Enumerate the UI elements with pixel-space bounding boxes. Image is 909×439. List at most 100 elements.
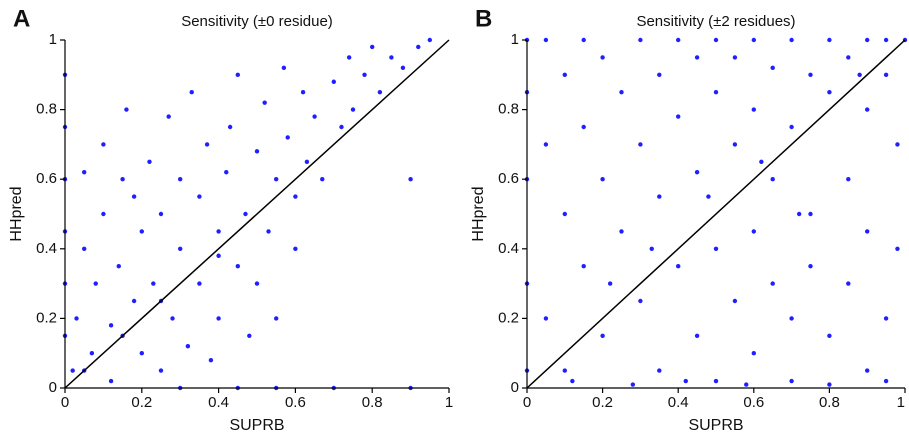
point bbox=[416, 44, 421, 50]
y-tick-label: 0.8 bbox=[36, 101, 57, 118]
point bbox=[93, 281, 98, 286]
point bbox=[808, 72, 813, 78]
point bbox=[562, 368, 567, 373]
point bbox=[247, 333, 252, 338]
point bbox=[178, 177, 183, 182]
point bbox=[789, 378, 794, 384]
x-tick-label: 1 bbox=[897, 394, 905, 411]
point bbox=[638, 142, 643, 147]
point bbox=[543, 316, 549, 321]
point bbox=[74, 316, 79, 321]
point bbox=[124, 107, 129, 112]
point bbox=[562, 211, 567, 217]
point bbox=[751, 229, 756, 234]
point bbox=[197, 194, 202, 199]
point bbox=[281, 65, 287, 71]
point bbox=[619, 229, 624, 234]
point bbox=[713, 90, 719, 95]
point bbox=[254, 281, 260, 286]
point bbox=[562, 72, 567, 78]
point bbox=[224, 170, 229, 175]
point bbox=[101, 211, 106, 217]
y-tick-label: 0.6 bbox=[36, 170, 57, 187]
point bbox=[883, 72, 889, 78]
point bbox=[158, 368, 164, 373]
point bbox=[865, 229, 870, 234]
x-tick-label: 0.6 bbox=[285, 394, 306, 411]
point bbox=[274, 316, 279, 321]
point bbox=[770, 177, 775, 182]
y-tick-label: 1 bbox=[511, 31, 519, 48]
point bbox=[70, 368, 75, 373]
point bbox=[362, 72, 367, 78]
point bbox=[346, 55, 352, 60]
point bbox=[178, 246, 183, 251]
point bbox=[300, 90, 306, 95]
point bbox=[581, 124, 586, 130]
point bbox=[638, 298, 643, 304]
point bbox=[683, 378, 688, 384]
y-tick-label: 1 bbox=[49, 31, 57, 48]
point bbox=[694, 55, 700, 60]
point bbox=[235, 264, 240, 269]
x-tick-label: 0.4 bbox=[208, 394, 229, 411]
point bbox=[883, 37, 889, 43]
point bbox=[147, 159, 152, 164]
point bbox=[895, 142, 900, 147]
point bbox=[216, 253, 221, 258]
point bbox=[131, 194, 137, 199]
x-tick-label: 0.8 bbox=[819, 394, 840, 411]
x-axis-label: SUPRB bbox=[229, 417, 284, 434]
x-tick-label: 0.2 bbox=[131, 394, 152, 411]
panel-label: A bbox=[13, 5, 30, 32]
point bbox=[865, 368, 870, 373]
point bbox=[101, 142, 106, 147]
point bbox=[846, 177, 851, 182]
y-tick-label: 0.2 bbox=[36, 309, 57, 326]
point bbox=[895, 246, 900, 251]
panel-label: B bbox=[475, 5, 492, 32]
x-tick-label: 0.4 bbox=[668, 394, 689, 411]
point bbox=[808, 264, 813, 269]
point bbox=[600, 333, 605, 338]
point bbox=[732, 55, 738, 60]
point bbox=[865, 107, 870, 112]
point bbox=[350, 107, 356, 112]
point bbox=[254, 149, 260, 154]
point bbox=[543, 37, 549, 43]
y-tick-label: 0.6 bbox=[498, 170, 519, 187]
point bbox=[377, 90, 383, 95]
point bbox=[600, 55, 605, 60]
y-tick-label: 0 bbox=[49, 379, 57, 396]
y-tick-label: 0.4 bbox=[36, 240, 57, 257]
point bbox=[789, 37, 794, 43]
point bbox=[713, 246, 719, 251]
point bbox=[649, 246, 654, 251]
point bbox=[657, 194, 662, 199]
x-tick-label: 1 bbox=[445, 394, 453, 411]
point bbox=[82, 246, 87, 251]
y-tick-label: 0.2 bbox=[498, 309, 519, 326]
point bbox=[266, 229, 271, 234]
point bbox=[676, 264, 681, 269]
point bbox=[116, 264, 121, 269]
x-tick-label: 0 bbox=[523, 394, 531, 411]
point bbox=[751, 107, 756, 112]
point bbox=[630, 382, 636, 387]
point bbox=[216, 316, 221, 321]
x-axis-label: SUPRB bbox=[688, 417, 743, 434]
point bbox=[139, 229, 144, 234]
point bbox=[120, 177, 125, 182]
point bbox=[732, 298, 738, 304]
point bbox=[865, 37, 870, 43]
point bbox=[827, 90, 832, 95]
x-tick-label: 0.2 bbox=[592, 394, 613, 411]
y-tick-label: 0.8 bbox=[498, 101, 519, 118]
point bbox=[408, 177, 413, 182]
point bbox=[185, 344, 191, 349]
point bbox=[846, 55, 851, 60]
point bbox=[619, 90, 624, 95]
point bbox=[331, 79, 336, 84]
y-axis-label: HHpred bbox=[8, 186, 25, 241]
